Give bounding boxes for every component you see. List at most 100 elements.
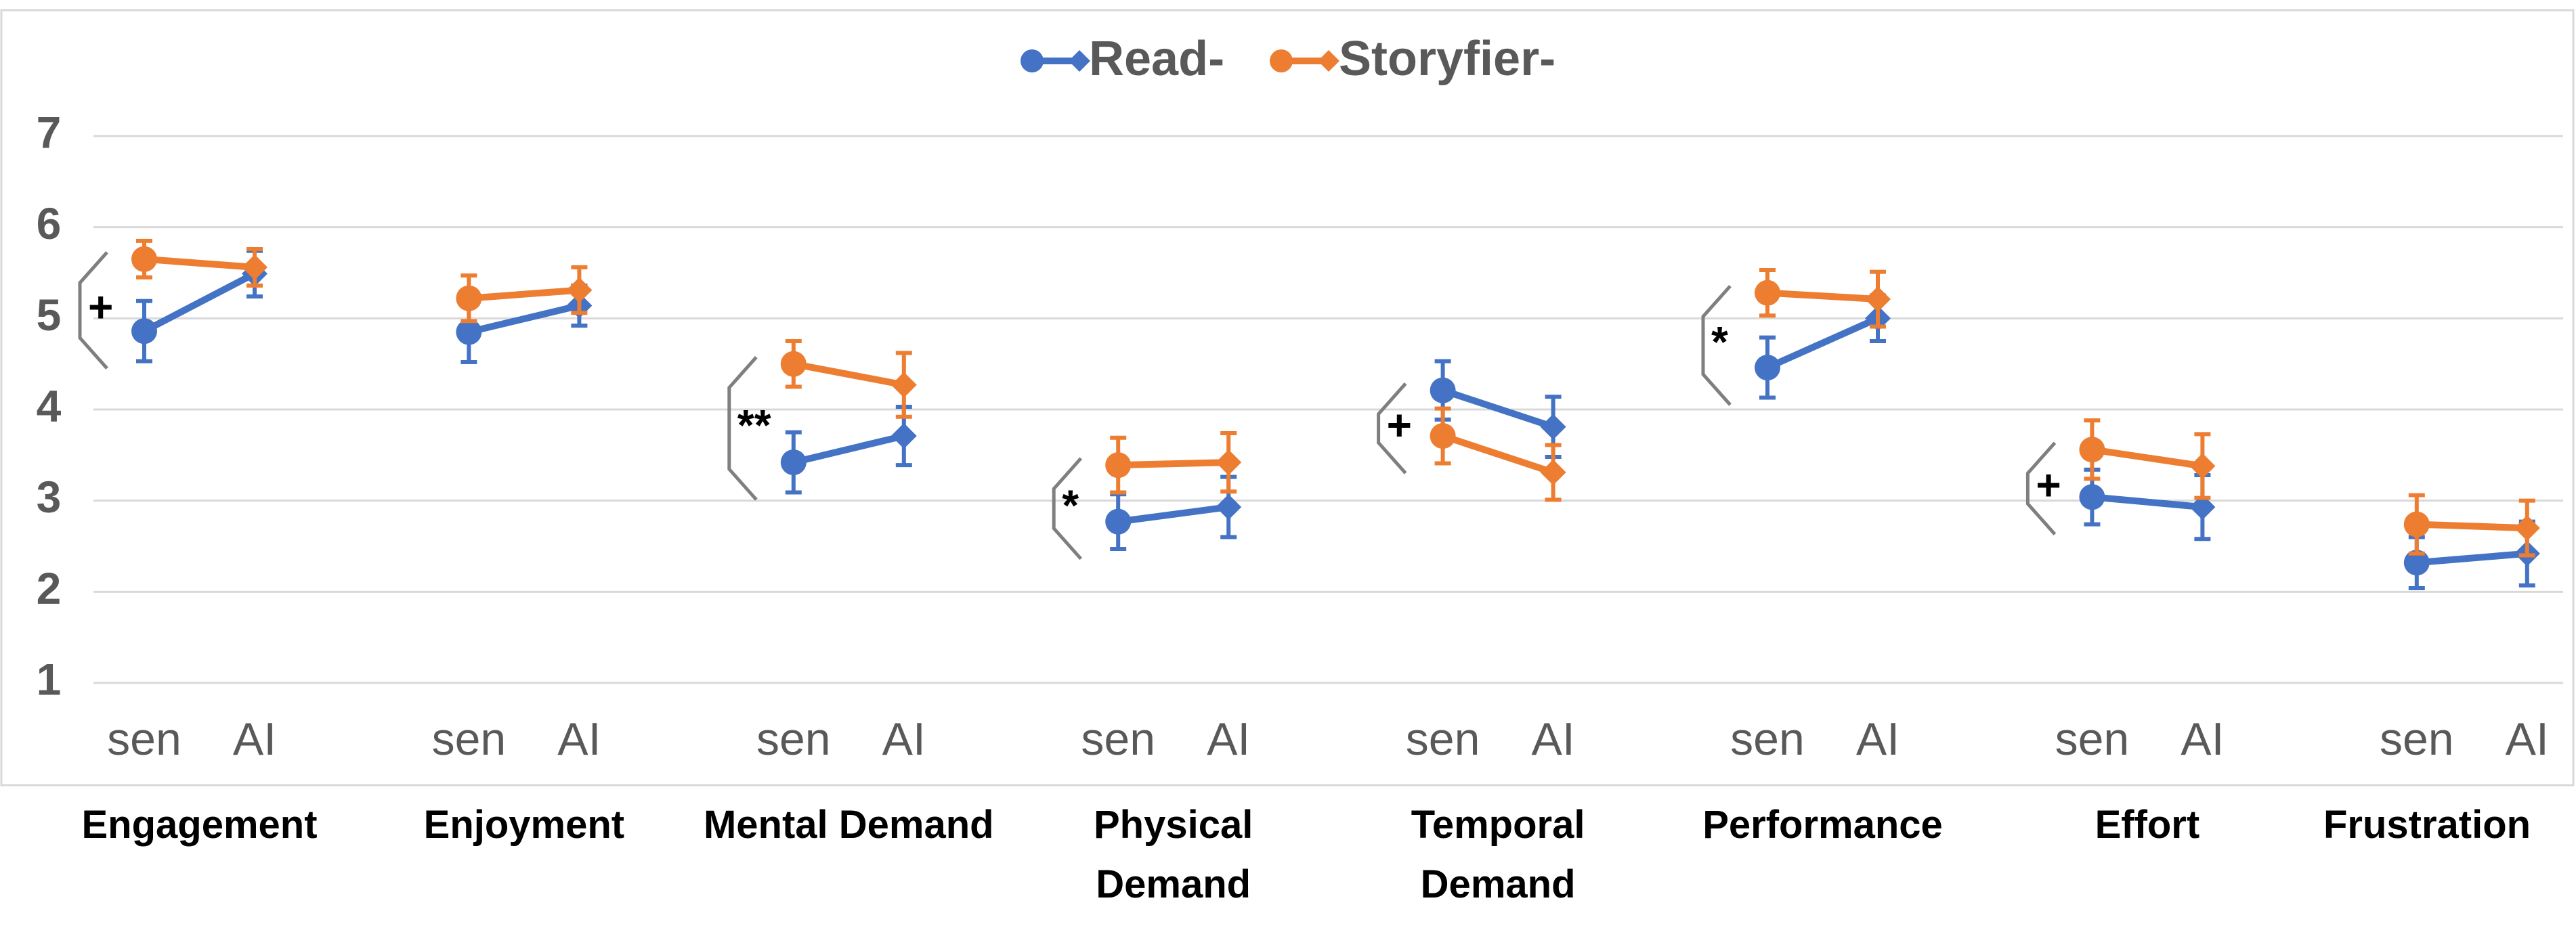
group-label-box: Frustration: [2323, 803, 2531, 847]
legend-marker: [1021, 49, 1044, 72]
legend-marker: [1270, 49, 1293, 72]
point: [131, 318, 157, 345]
point: [2079, 437, 2105, 463]
group-label: Frustration: [2323, 803, 2531, 847]
point: [1105, 452, 1132, 479]
series-line: [142, 270, 257, 334]
point: [890, 423, 917, 449]
x-tick-label: sen: [2055, 713, 2130, 765]
point: [890, 372, 917, 398]
significance-label: +: [1387, 401, 1412, 449]
y-tick-label: 7: [37, 107, 62, 157]
x-tick-label: sen: [432, 713, 507, 765]
series-line: [792, 433, 905, 466]
significance-label: *: [1711, 317, 1728, 366]
series-line: [792, 360, 905, 389]
point: [1755, 355, 1780, 381]
y-tick-label: 5: [37, 290, 62, 340]
group-label-box: Performance: [1702, 803, 1943, 847]
point: [2403, 550, 2430, 576]
point: [1430, 423, 1456, 449]
point: [1216, 494, 1242, 521]
point: [2189, 453, 2216, 479]
group-label: Temporal Demand: [1411, 803, 1585, 906]
point: [1540, 414, 1566, 440]
point: [1755, 280, 1780, 306]
point: [1216, 449, 1242, 476]
series-line: [469, 286, 580, 302]
legend-label: Storyfier-: [1339, 32, 1555, 86]
group-label: Physical Demand: [1094, 803, 1253, 906]
series-line: [1767, 289, 1879, 303]
y-tick-label: 3: [37, 472, 62, 522]
series-line: [1118, 459, 1229, 469]
y-tick-label: 2: [37, 563, 62, 613]
point: [2079, 484, 2105, 510]
significance-label: *: [1062, 481, 1079, 529]
series-line: [1442, 433, 1555, 476]
x-tick-label: sen: [2380, 713, 2454, 765]
legend-marker: [1069, 50, 1090, 72]
point: [566, 277, 593, 303]
x-tick-label: sen: [756, 713, 831, 765]
series-line: [2091, 446, 2204, 470]
point: [456, 319, 482, 345]
x-tick-label: sen: [107, 713, 181, 765]
group-label-box: Enjoyment: [423, 803, 625, 847]
series-line: [2416, 550, 2528, 567]
significance-label: **: [737, 401, 771, 449]
group-label: Enjoyment: [423, 803, 625, 847]
series-line: [1117, 504, 1229, 525]
group-label-box: Engagement: [81, 803, 318, 847]
x-tick-label: sen: [1406, 713, 1480, 765]
series-line: [1442, 386, 1555, 430]
y-tick-label: 4: [37, 380, 62, 430]
significance-bracket: [1052, 457, 1083, 560]
group-label: Mental Demand: [703, 803, 994, 847]
group-label: Engagement: [81, 803, 318, 847]
point: [2403, 511, 2430, 537]
point: [1105, 508, 1132, 535]
point: [780, 449, 807, 476]
significance-label: +: [2036, 461, 2061, 510]
point: [1430, 377, 1456, 403]
group-label-box: Mental Demand: [703, 803, 994, 847]
point: [242, 254, 267, 280]
significance-bracket: [78, 251, 108, 370]
x-tick-label: AI: [882, 713, 926, 765]
series-line: [2091, 493, 2203, 511]
y-tick-label: 1: [37, 654, 62, 704]
legend-label: Read-: [1089, 32, 1224, 86]
legend-marker: [1318, 50, 1339, 72]
series-line: [468, 302, 580, 336]
group-label: Effort: [2095, 803, 2200, 847]
group-label-box: Temporal Demand: [1411, 803, 1585, 906]
significance-label: +: [88, 282, 113, 331]
significance-bracket: [727, 356, 758, 501]
x-tick-label: sen: [1081, 713, 1155, 765]
x-tick-label: AI: [1856, 713, 1899, 765]
x-tick-label: AI: [557, 713, 601, 765]
group-label-box: Physical Demand: [1094, 803, 1253, 906]
plot-border: [0, 9, 2575, 787]
group-label: Performance: [1702, 803, 1943, 847]
point: [2189, 494, 2216, 521]
x-tick-label: sen: [1730, 713, 1805, 765]
point: [780, 351, 807, 377]
x-tick-label: AI: [233, 713, 276, 765]
significance-bracket: [1377, 382, 1407, 474]
group-label-box: Effort: [2095, 803, 2200, 847]
x-tick-label: AI: [1207, 713, 1250, 765]
point: [1540, 459, 1566, 485]
point: [1865, 286, 1891, 313]
y-tick-label: 6: [37, 198, 62, 248]
series-line: [144, 255, 255, 271]
significance-bracket: [2025, 441, 2057, 535]
series-line: [2416, 521, 2527, 532]
x-tick-label: AI: [1531, 713, 1574, 765]
x-tick-label: AI: [2181, 713, 2224, 765]
significance-bracket: [1701, 284, 1732, 406]
point: [2514, 515, 2540, 541]
